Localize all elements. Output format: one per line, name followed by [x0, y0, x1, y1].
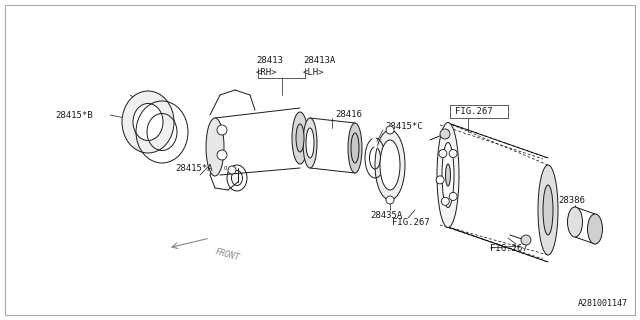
Text: <RH>: <RH> — [256, 68, 278, 76]
Text: 28415*C: 28415*C — [385, 122, 422, 131]
Ellipse shape — [348, 123, 362, 173]
Ellipse shape — [306, 128, 314, 158]
Circle shape — [436, 176, 444, 184]
Ellipse shape — [375, 130, 405, 200]
Ellipse shape — [380, 140, 400, 190]
Ellipse shape — [386, 196, 394, 204]
Text: 28413: 28413 — [256, 55, 283, 65]
Circle shape — [440, 129, 450, 139]
Text: 28386: 28386 — [558, 196, 585, 204]
Ellipse shape — [292, 112, 308, 164]
Ellipse shape — [351, 133, 359, 163]
Ellipse shape — [386, 126, 394, 134]
Ellipse shape — [122, 91, 174, 153]
Text: 28413A: 28413A — [303, 55, 335, 65]
Circle shape — [441, 197, 449, 205]
Circle shape — [217, 150, 227, 160]
Ellipse shape — [538, 165, 558, 255]
Text: O: O — [223, 165, 227, 171]
Ellipse shape — [588, 214, 602, 244]
Text: FIG.267: FIG.267 — [392, 218, 429, 227]
Text: <LH>: <LH> — [303, 68, 324, 76]
Ellipse shape — [445, 164, 451, 186]
Circle shape — [521, 235, 531, 245]
Circle shape — [439, 149, 447, 157]
Circle shape — [449, 149, 457, 157]
Text: 28415*B: 28415*B — [55, 110, 93, 119]
Ellipse shape — [303, 118, 317, 168]
Ellipse shape — [442, 142, 454, 207]
Ellipse shape — [296, 124, 304, 152]
Ellipse shape — [437, 123, 459, 228]
Ellipse shape — [543, 185, 553, 235]
Text: A281001147: A281001147 — [578, 299, 628, 308]
Ellipse shape — [206, 118, 224, 176]
Ellipse shape — [568, 207, 582, 237]
Text: FIG.267: FIG.267 — [490, 244, 527, 252]
Text: 28435A: 28435A — [370, 211, 403, 220]
Text: FRONT: FRONT — [214, 248, 240, 263]
Circle shape — [449, 192, 457, 200]
Circle shape — [228, 166, 236, 174]
Text: FIG.267: FIG.267 — [455, 107, 493, 116]
Ellipse shape — [133, 103, 163, 140]
Circle shape — [217, 125, 227, 135]
Text: 28415*A: 28415*A — [175, 164, 212, 172]
Text: 28416: 28416 — [335, 109, 362, 118]
